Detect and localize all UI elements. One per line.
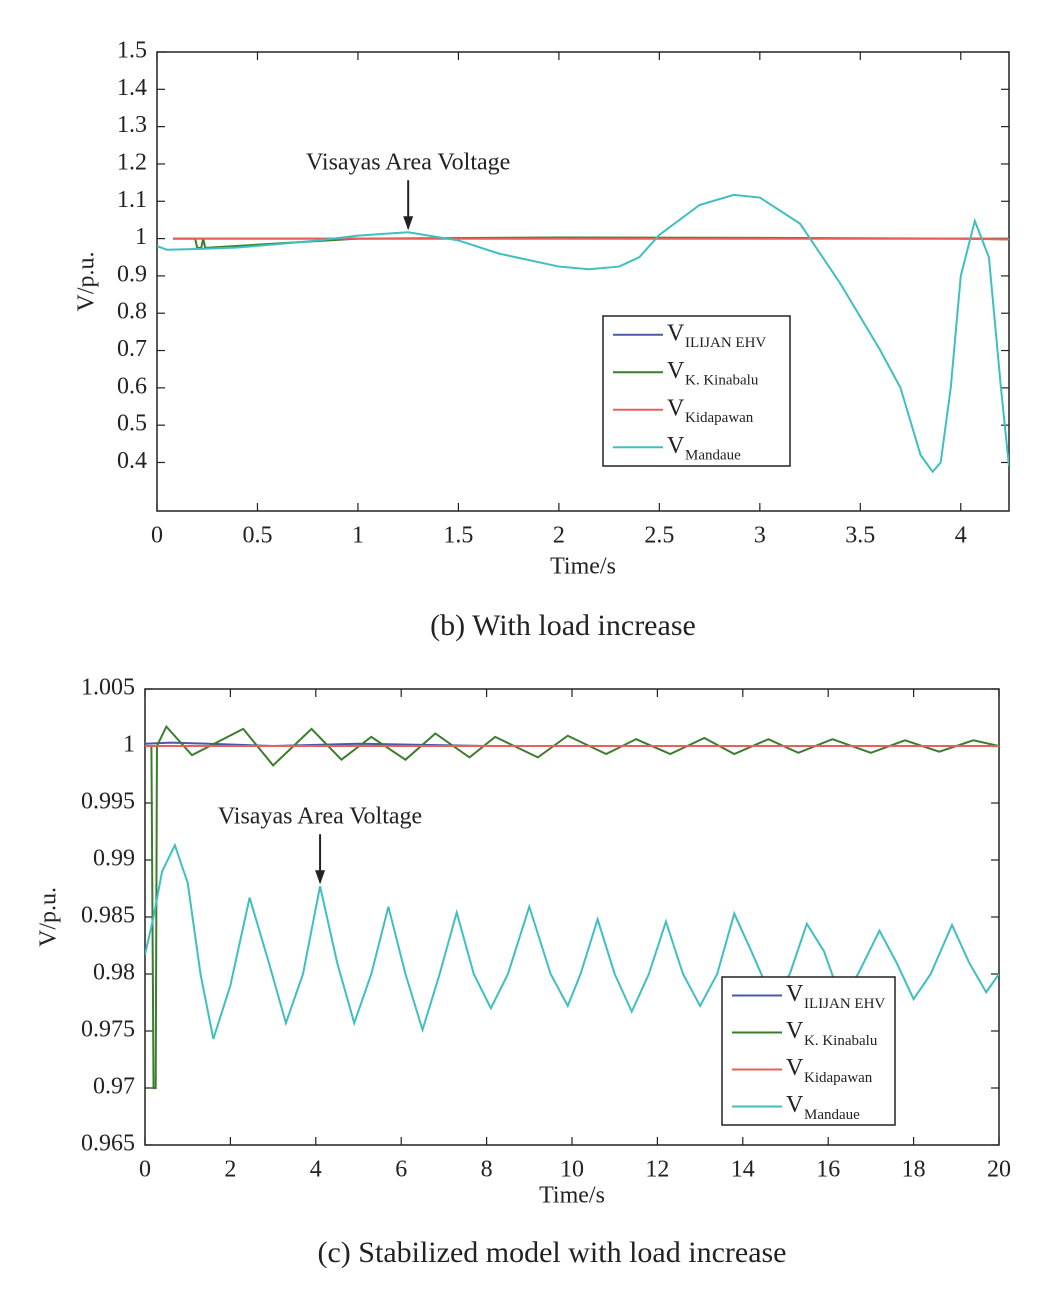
caption: (c) Stabilized model with load increase	[318, 1236, 787, 1269]
x-tick-label: 0.5	[242, 523, 272, 549]
y-tick-label: 1.4	[117, 75, 147, 101]
x-tick-label: 14	[731, 1157, 755, 1183]
x-tick-label: 1.5	[443, 523, 473, 549]
x-tick-label: 3	[754, 523, 766, 549]
y-tick-label: 0.98	[93, 960, 135, 986]
annotation-arrowhead	[403, 216, 414, 231]
legend-symbol: V	[786, 1055, 804, 1081]
x-tick-label: 10	[560, 1157, 584, 1183]
legend-label: Kidapawan	[804, 1070, 873, 1086]
x-tick-label: 1	[352, 523, 364, 549]
y-tick-label: 0.8	[117, 299, 147, 325]
chart: 0.4 0.5 0.6 0.7 0.8 0.9 1 1.1 1.2 1.3 1.4 1.5 0 0.5 1 1…	[74, 38, 1010, 642]
x-axis-label: Time/s	[539, 1183, 605, 1209]
x-tick-label: 4	[310, 1157, 322, 1183]
y-tick-label: 0.995	[81, 789, 135, 815]
x-tick-label: 2.5	[644, 523, 674, 549]
caption: (b) With load increase	[430, 609, 696, 642]
x-tick-label: 2	[224, 1157, 236, 1183]
x-tick-label: 2	[553, 523, 565, 549]
annotation: Visayas Area Voltage	[218, 804, 422, 830]
series-line	[157, 193, 1009, 474]
legend-label: Kidapawan	[685, 410, 754, 426]
y-tick-label: 1.005	[81, 675, 135, 701]
legend-label: K. Kinabalu	[804, 1033, 878, 1049]
y-tick-label: 0.9	[117, 261, 147, 287]
legend-label: Mandaue	[685, 448, 741, 464]
legend-label: ILIJAN EHV	[804, 996, 885, 1012]
y-tick-label: 1	[123, 732, 135, 758]
y-tick-label: 0.975	[81, 1017, 135, 1043]
y-tick-label: 1.3	[117, 112, 147, 138]
series-line	[173, 237, 1009, 241]
y-axis-label: V/p.u.	[36, 887, 62, 947]
y-tick-label: 1	[135, 224, 147, 250]
legend-box	[602, 315, 791, 467]
annotation-arrowhead	[315, 870, 326, 885]
legend-label: Mandaue	[804, 1107, 860, 1123]
x-tick-label: 6	[395, 1157, 407, 1183]
series-line	[145, 724, 999, 1089]
legend-symbol: V	[786, 1092, 804, 1118]
legend-symbol: V	[786, 1018, 804, 1044]
x-tick-label: 20	[987, 1157, 1011, 1183]
chart: 0.965 0.97 0.975 0.98 0.985 0.99 0.995 1 1.005 0 2…	[36, 675, 1012, 1269]
x-tick-label: 12	[645, 1157, 669, 1183]
legend-label: K. Kinabalu	[685, 373, 759, 389]
legend-symbol: V	[667, 433, 685, 459]
y-tick-label: 0.985	[81, 903, 135, 929]
annotation: Visayas Area Voltage	[306, 150, 510, 176]
legend-label: ILIJAN EHV	[685, 335, 766, 351]
y-tick-label: 0.7	[117, 336, 147, 362]
y-tick-label: 1.2	[117, 149, 147, 175]
y-tick-label: 0.6	[117, 373, 147, 399]
legend-symbol: V	[667, 320, 685, 346]
y-tick-label: 0.5	[117, 411, 147, 437]
x-axis-label: Time/s	[550, 554, 616, 580]
x-tick-label: 0	[139, 1157, 151, 1183]
legend-symbol: V	[786, 981, 804, 1007]
y-axis-label: V/p.u.	[74, 252, 100, 312]
legend-symbol: V	[667, 395, 685, 421]
x-tick-label: 8	[481, 1157, 493, 1183]
y-tick-label: 0.4	[117, 448, 147, 474]
x-tick-label: 0	[151, 523, 163, 549]
y-tick-label: 1.1	[117, 187, 147, 213]
axes-box	[156, 51, 1010, 512]
legend-box	[721, 976, 896, 1126]
x-tick-label: 18	[902, 1157, 926, 1183]
y-tick-label: 0.99	[93, 846, 135, 872]
y-tick-label: 0.965	[81, 1131, 135, 1157]
legend-symbol: V	[667, 358, 685, 384]
x-tick-label: 3.5	[845, 523, 875, 549]
x-tick-label: 4	[955, 523, 967, 549]
x-tick-label: 16	[816, 1157, 840, 1183]
y-tick-label: 1.5	[117, 38, 147, 64]
y-tick-label: 0.97	[93, 1074, 135, 1100]
